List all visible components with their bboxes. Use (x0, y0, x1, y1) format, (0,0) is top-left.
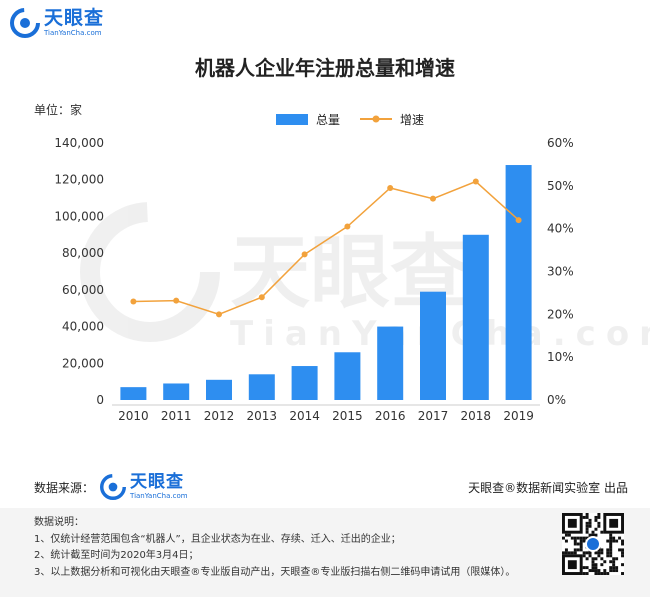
source-brand-name: 天眼查 (130, 472, 185, 492)
y-right-tick-label: 60% (547, 136, 574, 150)
growth-point (216, 311, 222, 318)
growth-point (344, 223, 351, 230)
bar (120, 387, 147, 400)
y-left-tick-label: 0 (96, 393, 104, 407)
x-tick-label: 2018 (461, 409, 492, 423)
y-axis-left: 0 20,000 40,000 60,000 80,000 100,000 120,000 1… (54, 136, 104, 407)
y-right-tick-label: 40% (547, 222, 574, 236)
growth-point (173, 297, 180, 304)
chart-title: 机器人企业年注册总量和增速 (195, 56, 455, 80)
y-left-tick-label: 80,000 (62, 246, 104, 260)
legend-label-growth: 增速 (400, 113, 424, 127)
bar (206, 379, 232, 400)
brand-name: 天眼查 (44, 7, 105, 29)
y-right-tick-label: 50% (547, 179, 574, 193)
source-brand-domain: TianYanCha.com (130, 492, 188, 500)
growth-point (387, 184, 394, 191)
line-series (130, 178, 522, 318)
x-tick-label: 2016 (375, 409, 406, 423)
credit-text: 天眼查®数据新闻实验室 出品 (468, 481, 628, 495)
data-source: 数据来源： 天眼查 TianYanCha.com (34, 474, 188, 500)
x-tick-label: 2015 (332, 409, 363, 423)
bar (420, 291, 446, 400)
tianyancha-logo-icon (10, 8, 40, 38)
growth-point (515, 217, 522, 224)
note-item: 2、统计截至时间为2020年3月4日； (34, 550, 199, 561)
notes-panel (0, 508, 650, 597)
note-item: 3、以上数据分析和可视化由天眼查®专业版自动产出，天眼查®专业版扫描右侧二维码申… (34, 566, 516, 578)
bar-series (120, 165, 532, 400)
x-tick-label: 2011 (161, 409, 192, 423)
bar (291, 366, 318, 400)
x-tick-label: 2010 (118, 409, 149, 423)
brand-logo: 天眼查 TianYanCha.com (10, 8, 104, 38)
qr-code-icon (562, 513, 624, 575)
notes-title: 数据说明： (34, 517, 84, 528)
legend-label-total: 总量 (316, 113, 340, 127)
bar (334, 352, 361, 400)
x-tick-label: 2017 (418, 409, 449, 423)
x-tick-label: 2013 (247, 409, 278, 423)
growth-point (130, 298, 137, 305)
y-right-tick-label: 10% (547, 350, 574, 364)
growth-point (258, 294, 265, 301)
bar (248, 374, 275, 400)
note-item: 1、仅统计经营范围包含“机器人”，且企业状态为在业、存续、迁入、迁出的企业； (34, 533, 401, 545)
brand-domain: TianYanCha.com (44, 29, 102, 37)
x-tick-label: 2019 (503, 409, 534, 423)
source-logo: 天眼查 TianYanCha.com (100, 474, 188, 500)
y-left-tick-label: 140,000 (54, 136, 104, 150)
legend-line-marker (372, 115, 380, 123)
tianyancha-logo-icon (100, 474, 127, 500)
bar (462, 234, 489, 400)
x-tick-label: 2014 (289, 409, 320, 423)
y-left-tick-label: 120,000 (54, 173, 104, 187)
bar (377, 326, 404, 400)
chart: 天眼查 TianYanCha.com 总量 增速 020,00040,00060… (54, 113, 650, 423)
legend-bar-swatch (276, 114, 308, 125)
y-right-tick-label: 30% (547, 265, 574, 279)
y-right-tick-label: 0% (547, 393, 566, 407)
notes: 数据说明： 1、仅统计经营范围包含“机器人”，且企业状态为在业、存续、迁入、迁出… (34, 515, 515, 581)
x-axis: 2010 2011 2012 2013 2014 2015 2016 2017 2018 2019 (118, 409, 534, 423)
unit-label: 单位：家 (34, 103, 83, 117)
growth-point (430, 195, 436, 202)
growth-point (301, 251, 308, 258)
bar (163, 383, 190, 400)
y-left-tick-label: 100,000 (54, 209, 104, 223)
bar (505, 165, 532, 400)
y-left-tick-label: 40,000 (62, 320, 104, 334)
y-left-tick-label: 60,000 (62, 283, 104, 297)
growth-point (472, 178, 479, 185)
x-tick-label: 2012 (204, 409, 235, 423)
y-axis-right: 0% 10% 20% 30% 40% 50% 60% (547, 136, 574, 407)
y-left-tick-label: 20,000 (62, 356, 104, 370)
source-label: 数据来源： (34, 480, 95, 495)
growth-line (133, 180, 520, 316)
legend: 总量 增速 (276, 113, 424, 127)
y-right-tick-label: 20% (547, 307, 574, 321)
